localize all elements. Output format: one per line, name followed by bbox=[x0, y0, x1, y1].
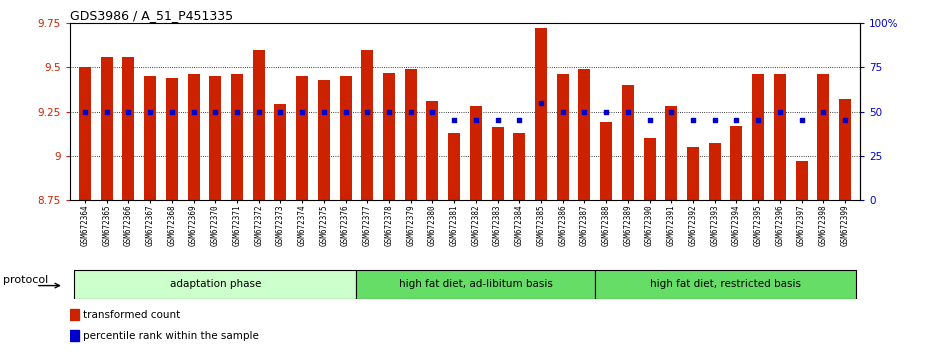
Point bbox=[404, 109, 418, 114]
Point bbox=[729, 118, 744, 123]
Point bbox=[534, 100, 549, 105]
Point bbox=[816, 109, 830, 114]
Point bbox=[295, 109, 310, 114]
Point bbox=[751, 118, 765, 123]
Bar bbox=[79, 67, 91, 200]
Text: adaptation phase: adaptation phase bbox=[169, 279, 261, 289]
Point bbox=[339, 109, 353, 114]
Point bbox=[685, 118, 700, 123]
Point bbox=[77, 109, 92, 114]
Point bbox=[142, 109, 157, 114]
Bar bbox=[595, 270, 856, 298]
Bar bbox=[361, 50, 373, 200]
Point bbox=[273, 109, 288, 114]
Bar bbox=[356, 270, 595, 298]
Point bbox=[186, 109, 201, 114]
Point bbox=[708, 118, 723, 123]
Point bbox=[100, 109, 114, 114]
Bar bbox=[578, 69, 591, 200]
Text: high fat diet, restricted basis: high fat diet, restricted basis bbox=[650, 279, 801, 289]
Bar bbox=[817, 74, 830, 200]
Text: high fat diet, ad-libitum basis: high fat diet, ad-libitum basis bbox=[399, 279, 552, 289]
Point bbox=[251, 109, 266, 114]
Bar bbox=[74, 270, 356, 298]
Bar bbox=[231, 74, 243, 200]
Bar bbox=[339, 76, 352, 200]
Point bbox=[469, 118, 484, 123]
Bar bbox=[383, 73, 395, 200]
Point bbox=[425, 109, 440, 114]
Bar bbox=[752, 74, 764, 200]
Bar bbox=[774, 74, 786, 200]
Point bbox=[577, 109, 591, 114]
Bar bbox=[600, 122, 612, 200]
Bar bbox=[665, 106, 677, 200]
Bar bbox=[622, 85, 634, 200]
Point bbox=[773, 109, 788, 114]
Bar bbox=[644, 138, 656, 200]
Bar bbox=[470, 106, 482, 200]
Bar bbox=[296, 76, 308, 200]
Bar bbox=[535, 28, 547, 200]
Bar bbox=[274, 104, 286, 200]
Point bbox=[207, 109, 222, 114]
Bar bbox=[166, 78, 178, 200]
Point bbox=[360, 109, 375, 114]
Bar bbox=[839, 99, 851, 200]
Point bbox=[599, 109, 614, 114]
Point bbox=[446, 118, 461, 123]
Point bbox=[121, 109, 136, 114]
Bar bbox=[144, 76, 156, 200]
Point bbox=[230, 109, 245, 114]
Point bbox=[512, 118, 526, 123]
Point bbox=[620, 109, 635, 114]
Bar bbox=[448, 133, 460, 200]
Text: protocol: protocol bbox=[3, 275, 48, 285]
Bar bbox=[100, 57, 113, 200]
Bar bbox=[209, 76, 221, 200]
Text: percentile rank within the sample: percentile rank within the sample bbox=[83, 331, 259, 341]
Bar bbox=[253, 50, 265, 200]
Bar bbox=[123, 57, 134, 200]
Text: GDS3986 / A_51_P451335: GDS3986 / A_51_P451335 bbox=[70, 9, 232, 22]
Point bbox=[381, 109, 396, 114]
Bar bbox=[405, 69, 417, 200]
Point bbox=[555, 109, 570, 114]
Bar bbox=[513, 133, 525, 200]
Bar bbox=[70, 330, 79, 341]
Bar bbox=[709, 143, 721, 200]
Bar bbox=[492, 127, 503, 200]
Bar bbox=[427, 101, 438, 200]
Bar bbox=[730, 126, 742, 200]
Point bbox=[642, 118, 657, 123]
Bar bbox=[70, 309, 79, 320]
Bar bbox=[796, 161, 807, 200]
Point bbox=[664, 109, 679, 114]
Bar bbox=[318, 80, 330, 200]
Bar bbox=[188, 74, 200, 200]
Bar bbox=[557, 74, 569, 200]
Bar bbox=[687, 147, 699, 200]
Text: transformed count: transformed count bbox=[83, 310, 180, 320]
Point bbox=[316, 109, 331, 114]
Point bbox=[838, 118, 853, 123]
Point bbox=[794, 118, 809, 123]
Point bbox=[490, 118, 505, 123]
Point bbox=[165, 109, 179, 114]
